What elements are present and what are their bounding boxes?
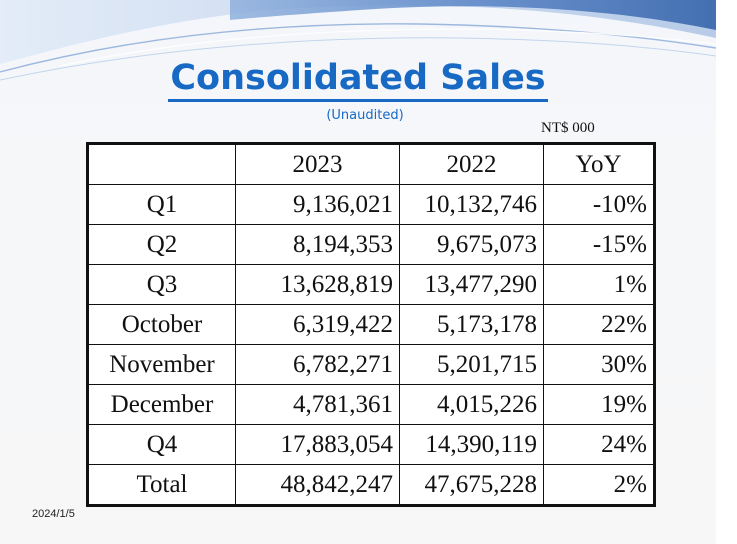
slide-subtitle: (Unaudited)	[326, 108, 404, 123]
value-2023: 6,782,271	[235, 344, 400, 385]
table-row: December 4,781,361 4,015,226 19%	[87, 384, 655, 425]
sales-table: 2023 2022 YoY Q1 9,136,021 10,132,746 -1…	[86, 142, 656, 507]
value-2023: 48,842,247	[235, 464, 400, 506]
header-cell-label	[87, 143, 236, 185]
table-header-row: 2023 2022 YoY	[87, 143, 655, 185]
value-2022: 4,015,226	[399, 384, 544, 425]
table-row: Q1 9,136,021 10,132,746 -10%	[87, 184, 655, 225]
value-2022: 9,675,073	[399, 224, 544, 265]
value-2022: 14,390,119	[399, 424, 544, 465]
value-2023: 6,319,422	[235, 304, 400, 345]
row-label: Q1	[87, 184, 236, 225]
value-yoy: 22%	[543, 304, 655, 345]
value-2023: 9,136,021	[235, 184, 400, 225]
value-yoy: -10%	[543, 184, 655, 225]
currency-unit-label: NT$ 000	[541, 120, 595, 136]
value-yoy: 19%	[543, 384, 655, 425]
header-swoosh-decoration	[0, 0, 716, 81]
table-row: Q2 8,194,353 9,675,073 -15%	[87, 224, 655, 265]
row-label: November	[87, 344, 236, 385]
value-2022: 5,173,178	[399, 304, 544, 345]
value-2023: 8,194,353	[235, 224, 400, 265]
value-2023: 4,781,361	[235, 384, 400, 425]
value-yoy: 24%	[543, 424, 655, 465]
value-2022: 10,132,746	[399, 184, 544, 225]
row-label: Q4	[87, 424, 236, 465]
row-label: Q3	[87, 264, 236, 305]
value-yoy: 30%	[543, 344, 655, 385]
slide-date: 2024/1/5	[32, 508, 75, 520]
header-cell-2022: 2022	[399, 143, 544, 185]
value-2022: 13,477,290	[399, 264, 544, 305]
table-row: November 6,782,271 5,201,715 30%	[87, 344, 655, 385]
slide-title: Consolidated Sales	[0, 58, 716, 102]
slide: Consolidated Sales (Unaudited) NT$ 000 2…	[0, 0, 716, 544]
value-2022: 47,675,228	[399, 464, 544, 506]
value-yoy: 2%	[543, 464, 655, 506]
row-label: Q2	[87, 224, 236, 265]
page-margin	[716, 0, 737, 544]
row-label: Total	[87, 464, 236, 506]
header-cell-yoy: YoY	[543, 143, 655, 185]
value-yoy: -15%	[543, 224, 655, 265]
table-row-total: Total 48,842,247 47,675,228 2%	[87, 464, 655, 506]
value-2023: 13,628,819	[235, 264, 400, 305]
value-2022: 5,201,715	[399, 344, 544, 385]
table-row: Q4 17,883,054 14,390,119 24%	[87, 424, 655, 465]
table-row: Q3 13,628,819 13,477,290 1%	[87, 264, 655, 305]
row-label: October	[87, 304, 236, 345]
row-label: December	[87, 384, 236, 425]
header-cell-2023: 2023	[235, 143, 400, 185]
table-row: October 6,319,422 5,173,178 22%	[87, 304, 655, 345]
value-2023: 17,883,054	[235, 424, 400, 465]
value-yoy: 1%	[543, 264, 655, 305]
